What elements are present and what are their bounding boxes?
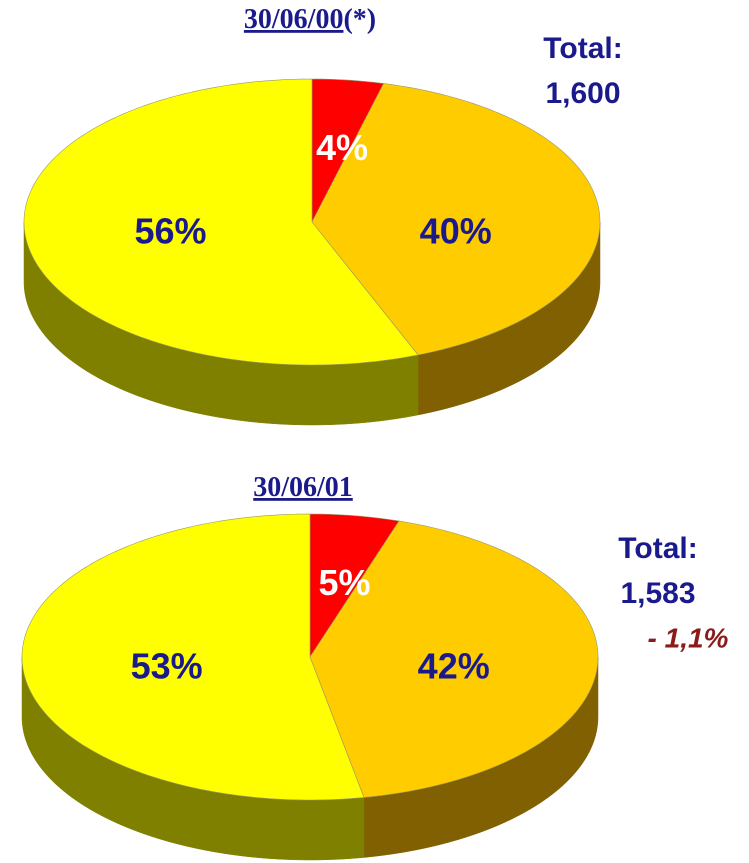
annotation: 1,583 xyxy=(620,577,695,610)
title-note: (*) xyxy=(343,4,376,35)
slice xyxy=(311,78,385,223)
data-label: 53% xyxy=(131,646,203,687)
slice xyxy=(23,78,419,366)
chart-title: 30/06/00(*) xyxy=(244,4,376,35)
title-date: 30/06/00 xyxy=(244,4,344,35)
slice xyxy=(309,513,400,659)
annotation: Total: xyxy=(618,532,697,565)
data-label: 40% xyxy=(420,211,492,252)
data-label: 42% xyxy=(418,646,490,687)
title-date: 30/06/01 xyxy=(253,472,353,503)
data-label: 4% xyxy=(316,127,368,168)
annotation: Total: xyxy=(543,32,622,65)
annotation: - 1,1% xyxy=(648,622,729,653)
annotation: 1,600 xyxy=(545,77,620,110)
data-label: 5% xyxy=(319,562,371,603)
slice xyxy=(309,520,599,798)
chart-title: 30/06/01 xyxy=(253,472,353,503)
slice xyxy=(21,513,365,801)
data-label: 56% xyxy=(135,211,207,252)
slice xyxy=(311,83,601,356)
